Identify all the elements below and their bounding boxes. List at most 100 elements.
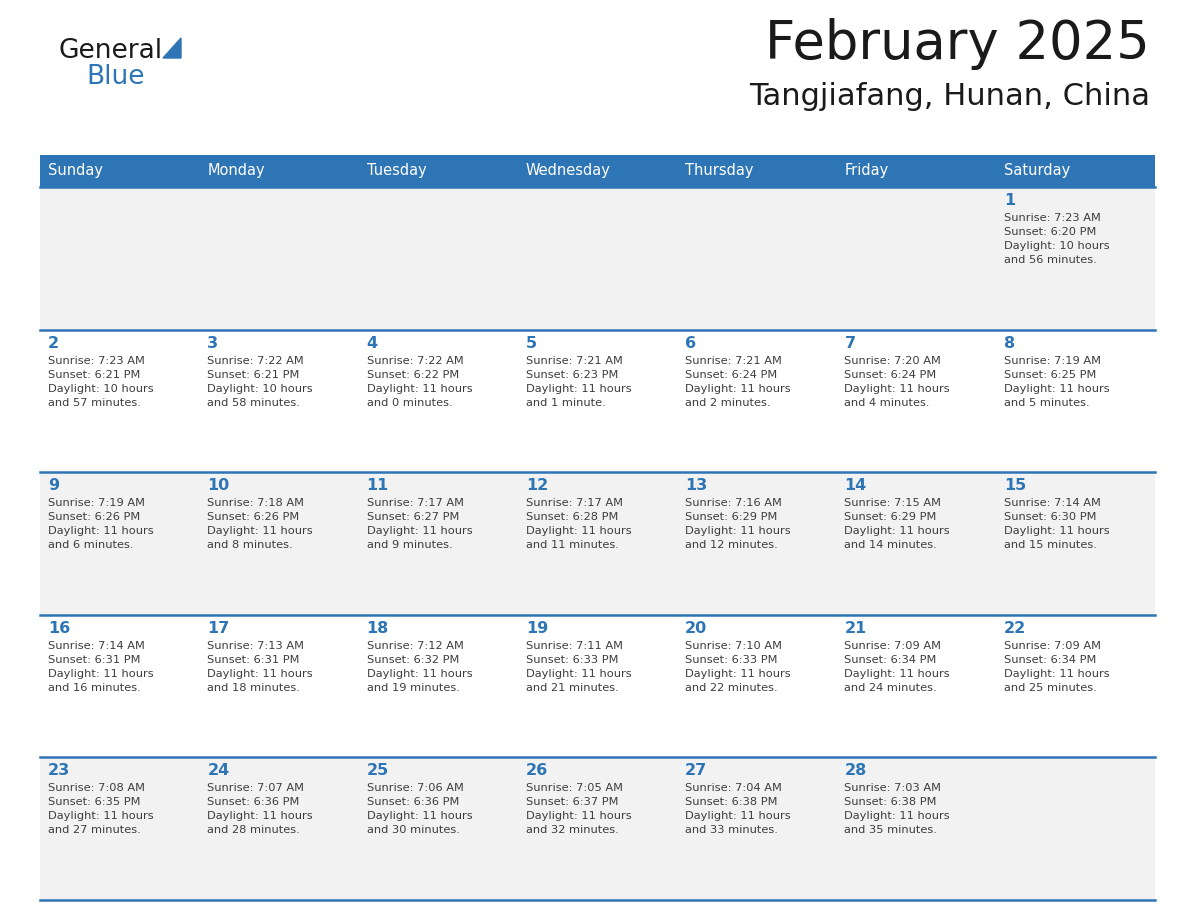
Text: Sunrise: 7:16 AM
Sunset: 6:29 PM
Daylight: 11 hours
and 12 minutes.: Sunrise: 7:16 AM Sunset: 6:29 PM Dayligh… [685, 498, 791, 550]
Bar [836, 330, 996, 472]
Text: Sunrise: 7:19 AM
Sunset: 6:26 PM
Daylight: 11 hours
and 6 minutes.: Sunrise: 7:19 AM Sunset: 6:26 PM Dayligh… [48, 498, 153, 550]
Text: Sunrise: 7:13 AM
Sunset: 6:31 PM
Daylight: 11 hours
and 18 minutes.: Sunrise: 7:13 AM Sunset: 6:31 PM Dayligh… [207, 641, 312, 693]
Bar [200, 472, 359, 615]
Bar [836, 187, 996, 330]
Bar [996, 330, 1155, 472]
Bar [677, 472, 836, 615]
Text: 21: 21 [845, 621, 867, 636]
Bar [836, 155, 996, 187]
Text: 7: 7 [845, 336, 855, 351]
Text: General: General [58, 38, 162, 64]
Text: 15: 15 [1004, 478, 1026, 493]
Text: Sunrise: 7:05 AM
Sunset: 6:37 PM
Daylight: 11 hours
and 32 minutes.: Sunrise: 7:05 AM Sunset: 6:37 PM Dayligh… [526, 783, 632, 835]
Bar [677, 155, 836, 187]
Text: Sunrise: 7:22 AM
Sunset: 6:22 PM
Daylight: 11 hours
and 0 minutes.: Sunrise: 7:22 AM Sunset: 6:22 PM Dayligh… [367, 355, 472, 408]
Bar [836, 615, 996, 757]
Text: Sunrise: 7:23 AM
Sunset: 6:20 PM
Daylight: 10 hours
and 56 minutes.: Sunrise: 7:23 AM Sunset: 6:20 PM Dayligh… [1004, 213, 1110, 265]
Text: Wednesday: Wednesday [526, 163, 611, 178]
Text: 12: 12 [526, 478, 548, 493]
Bar [518, 330, 677, 472]
Text: 28: 28 [845, 764, 867, 778]
Bar [518, 757, 677, 900]
Text: Sunrise: 7:09 AM
Sunset: 6:34 PM
Daylight: 11 hours
and 24 minutes.: Sunrise: 7:09 AM Sunset: 6:34 PM Dayligh… [845, 641, 950, 693]
Text: Friday: Friday [845, 163, 889, 178]
Text: Sunrise: 7:15 AM
Sunset: 6:29 PM
Daylight: 11 hours
and 14 minutes.: Sunrise: 7:15 AM Sunset: 6:29 PM Dayligh… [845, 498, 950, 550]
Text: Tangjiafang, Hunan, China: Tangjiafang, Hunan, China [748, 82, 1150, 111]
Text: Sunrise: 7:11 AM
Sunset: 6:33 PM
Daylight: 11 hours
and 21 minutes.: Sunrise: 7:11 AM Sunset: 6:33 PM Dayligh… [526, 641, 632, 693]
Bar [677, 757, 836, 900]
Text: 27: 27 [685, 764, 707, 778]
Text: Sunrise: 7:20 AM
Sunset: 6:24 PM
Daylight: 11 hours
and 4 minutes.: Sunrise: 7:20 AM Sunset: 6:24 PM Dayligh… [845, 355, 950, 408]
Text: 24: 24 [207, 764, 229, 778]
Text: 20: 20 [685, 621, 707, 636]
Text: 5: 5 [526, 336, 537, 351]
Text: Monday: Monday [207, 163, 265, 178]
Bar [836, 757, 996, 900]
Text: 9: 9 [48, 478, 59, 493]
Bar [359, 472, 518, 615]
Text: February 2025: February 2025 [765, 18, 1150, 70]
Text: Saturday: Saturday [1004, 163, 1070, 178]
Polygon shape [163, 38, 181, 58]
Bar [40, 615, 200, 757]
Bar [996, 472, 1155, 615]
Text: Thursday: Thursday [685, 163, 753, 178]
Bar [359, 757, 518, 900]
Bar [836, 472, 996, 615]
Text: Sunrise: 7:03 AM
Sunset: 6:38 PM
Daylight: 11 hours
and 35 minutes.: Sunrise: 7:03 AM Sunset: 6:38 PM Dayligh… [845, 783, 950, 835]
Bar [677, 615, 836, 757]
Text: 3: 3 [207, 336, 219, 351]
Bar [518, 615, 677, 757]
Bar [996, 615, 1155, 757]
Text: 2: 2 [48, 336, 59, 351]
Bar [359, 155, 518, 187]
Bar [40, 187, 200, 330]
Text: Sunrise: 7:19 AM
Sunset: 6:25 PM
Daylight: 11 hours
and 5 minutes.: Sunrise: 7:19 AM Sunset: 6:25 PM Dayligh… [1004, 355, 1110, 408]
Text: 22: 22 [1004, 621, 1026, 636]
Text: 1: 1 [1004, 193, 1015, 208]
Bar [677, 330, 836, 472]
Bar [359, 615, 518, 757]
Bar [996, 187, 1155, 330]
Bar [40, 472, 200, 615]
Text: 18: 18 [367, 621, 388, 636]
Bar [40, 330, 200, 472]
Text: Sunrise: 7:21 AM
Sunset: 6:24 PM
Daylight: 11 hours
and 2 minutes.: Sunrise: 7:21 AM Sunset: 6:24 PM Dayligh… [685, 355, 791, 408]
Text: Sunday: Sunday [48, 163, 103, 178]
Text: 25: 25 [367, 764, 388, 778]
Text: Tuesday: Tuesday [367, 163, 426, 178]
Text: Blue: Blue [86, 64, 145, 90]
Text: Sunrise: 7:10 AM
Sunset: 6:33 PM
Daylight: 11 hours
and 22 minutes.: Sunrise: 7:10 AM Sunset: 6:33 PM Dayligh… [685, 641, 791, 693]
Text: Sunrise: 7:12 AM
Sunset: 6:32 PM
Daylight: 11 hours
and 19 minutes.: Sunrise: 7:12 AM Sunset: 6:32 PM Dayligh… [367, 641, 472, 693]
Text: 8: 8 [1004, 336, 1015, 351]
Text: 13: 13 [685, 478, 707, 493]
Text: Sunrise: 7:17 AM
Sunset: 6:27 PM
Daylight: 11 hours
and 9 minutes.: Sunrise: 7:17 AM Sunset: 6:27 PM Dayligh… [367, 498, 472, 550]
Text: 4: 4 [367, 336, 378, 351]
Text: Sunrise: 7:14 AM
Sunset: 6:30 PM
Daylight: 11 hours
and 15 minutes.: Sunrise: 7:14 AM Sunset: 6:30 PM Dayligh… [1004, 498, 1110, 550]
Bar [200, 187, 359, 330]
Bar [996, 155, 1155, 187]
Bar [40, 155, 200, 187]
Bar [518, 155, 677, 187]
Text: 11: 11 [367, 478, 388, 493]
Text: Sunrise: 7:09 AM
Sunset: 6:34 PM
Daylight: 11 hours
and 25 minutes.: Sunrise: 7:09 AM Sunset: 6:34 PM Dayligh… [1004, 641, 1110, 693]
Text: 19: 19 [526, 621, 548, 636]
Bar [996, 757, 1155, 900]
Text: Sunrise: 7:23 AM
Sunset: 6:21 PM
Daylight: 10 hours
and 57 minutes.: Sunrise: 7:23 AM Sunset: 6:21 PM Dayligh… [48, 355, 153, 408]
Text: Sunrise: 7:17 AM
Sunset: 6:28 PM
Daylight: 11 hours
and 11 minutes.: Sunrise: 7:17 AM Sunset: 6:28 PM Dayligh… [526, 498, 632, 550]
Bar [518, 187, 677, 330]
Bar [200, 155, 359, 187]
Bar [677, 187, 836, 330]
Text: 17: 17 [207, 621, 229, 636]
Bar [359, 330, 518, 472]
Text: Sunrise: 7:22 AM
Sunset: 6:21 PM
Daylight: 10 hours
and 58 minutes.: Sunrise: 7:22 AM Sunset: 6:21 PM Dayligh… [207, 355, 312, 408]
Bar [359, 187, 518, 330]
Text: 16: 16 [48, 621, 70, 636]
Text: Sunrise: 7:08 AM
Sunset: 6:35 PM
Daylight: 11 hours
and 27 minutes.: Sunrise: 7:08 AM Sunset: 6:35 PM Dayligh… [48, 783, 153, 835]
Text: Sunrise: 7:14 AM
Sunset: 6:31 PM
Daylight: 11 hours
and 16 minutes.: Sunrise: 7:14 AM Sunset: 6:31 PM Dayligh… [48, 641, 153, 693]
Text: Sunrise: 7:07 AM
Sunset: 6:36 PM
Daylight: 11 hours
and 28 minutes.: Sunrise: 7:07 AM Sunset: 6:36 PM Dayligh… [207, 783, 312, 835]
Text: 14: 14 [845, 478, 867, 493]
Bar [200, 330, 359, 472]
Bar [200, 615, 359, 757]
Bar [200, 757, 359, 900]
